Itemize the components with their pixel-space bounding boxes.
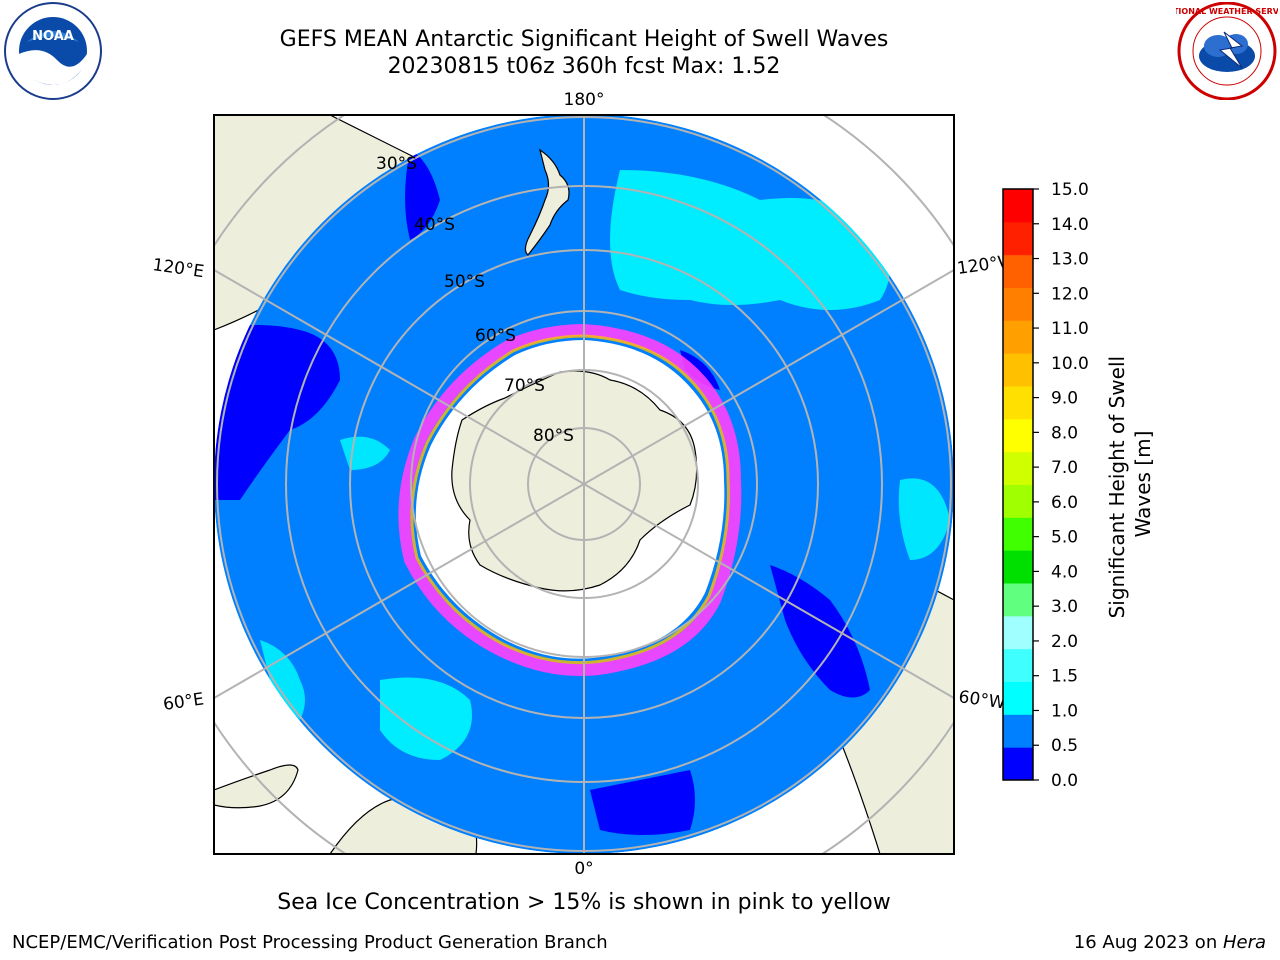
footer-machine: Hera	[1222, 932, 1266, 953]
graticule	[214, 115, 954, 854]
colorbar-tick-label: 7.0	[1051, 458, 1078, 478]
chart-title: GEFS MEAN Antarctic Significant Height o…	[279, 27, 889, 52]
colorbar-segment	[1003, 287, 1033, 321]
lon-label-180: 180°	[564, 90, 605, 110]
colorbar-segment	[1003, 254, 1033, 288]
colorbar-segment	[1003, 386, 1033, 420]
swell-mid-patch-pacific	[610, 170, 890, 310]
lon-label-120e: 120°E	[151, 255, 205, 282]
sea-ice-caption: Sea Ice Concentration > 15% is shown in …	[277, 890, 891, 915]
swell-mid-patch-sw	[260, 640, 305, 720]
colorbar-segment	[1003, 648, 1033, 682]
noaa-logo: NOAA	[4, 2, 102, 100]
swell-low-patch-sa	[770, 565, 870, 698]
colorbar-tick-label: 2.0	[1051, 632, 1078, 652]
lat-label-50s: 50°S	[444, 272, 485, 292]
colorbar-tick-label: 5.0	[1051, 528, 1078, 548]
colorbar-label: Significant Height of Swell Waves [m]	[1105, 350, 1155, 619]
colorbar-segment	[1003, 451, 1033, 485]
colorbar-tick-label: 3.0	[1051, 597, 1078, 617]
chart-subtitle: 20230815 t06z 360h fcst Max: 1.52	[387, 54, 781, 79]
noaa-logo-text: NOAA	[32, 29, 74, 44]
map-frame	[213, 114, 955, 855]
colorbar	[1002, 188, 1034, 781]
colorbar-tick-label: 8.0	[1051, 423, 1078, 443]
land-new-zealand	[524, 148, 570, 256]
colorbar-tick-label: 12.0	[1051, 284, 1089, 304]
lon-label-0: 0°	[574, 859, 593, 879]
swell-low-patch-australia	[405, 150, 440, 240]
colorbar-tick-label: 1.5	[1051, 667, 1078, 687]
colorbar-segment	[1003, 681, 1033, 715]
nws-logo: NATIONAL WEATHER SERVICE	[1176, 2, 1278, 100]
lon-label-60e: 60°E	[162, 689, 205, 714]
colorbar-segment	[1003, 320, 1033, 354]
colorbar-frame	[1002, 188, 1034, 781]
colorbar-segment	[1003, 517, 1033, 551]
sea-ice-edge	[398, 323, 742, 676]
colorbar-segment	[1003, 418, 1033, 453]
colorbar-tick-label: 0.5	[1051, 736, 1078, 756]
colorbar-tick-label: 13.0	[1051, 250, 1089, 270]
colorbar-segment	[1003, 484, 1033, 518]
lon-label-60w: 60°W	[957, 687, 1006, 713]
lat-label-40s: 40°S	[414, 215, 455, 235]
colorbar-tick-label: 14.0	[1051, 215, 1089, 235]
colorbar-tick-label: 10.0	[1051, 354, 1089, 374]
colorbar-segment	[1003, 189, 1033, 223]
lat-label-80s: 80°S	[533, 426, 574, 446]
colorbar-label-line1: Significant Height of Swell	[1105, 356, 1129, 618]
colorbar-tick-label: 11.0	[1051, 319, 1089, 339]
colorbar-tick-label: 4.0	[1051, 562, 1078, 582]
footer-date: 16 Aug 2023 on	[1073, 932, 1223, 953]
swell-low-patch-south	[590, 770, 695, 835]
lat-label-30s: 30°S	[376, 154, 417, 174]
colorbar-ticks: 0.0 0.5 1.0 1.5 2.0 3.0 4.0 5.0 6.0 7.0 8.0 9.0 10.0…	[1033, 180, 1089, 791]
colorbar-tick-label: 9.0	[1051, 389, 1078, 409]
nws-logo-text: NATIONAL WEATHER SERVICE	[1176, 7, 1278, 16]
colorbar-segment	[1003, 747, 1033, 781]
swell-low-patch-ice-ne	[680, 350, 720, 390]
sea-ice-edge-inner	[410, 334, 730, 665]
colorbar-segment	[1003, 714, 1033, 748]
swell-mid-patch-e	[898, 478, 950, 560]
colorbar-segment	[1003, 583, 1033, 617]
footer-left: NCEP/EMC/Verification Post Processing Pr…	[12, 932, 608, 953]
colorbar-segment	[1003, 353, 1033, 387]
swell-mid-patch-indian	[380, 677, 472, 760]
colorbar-tick-label: 6.0	[1051, 493, 1078, 513]
land-antarctica	[451, 370, 698, 592]
footer-right: 16 Aug 2023 on Hera	[1074, 932, 1266, 953]
colorbar-tick-label: 1.0	[1051, 701, 1078, 721]
colorbar-label-line2: Waves [m]	[1131, 431, 1155, 538]
colorbar-segment	[1003, 615, 1033, 650]
colorbar-tick-label: 15.0	[1051, 180, 1089, 200]
lat-label-60s: 60°S	[475, 326, 516, 346]
lat-label-70s: 70°S	[504, 376, 545, 396]
colorbar-segment	[1003, 550, 1033, 584]
colorbar-tick-label: 0.0	[1051, 771, 1078, 791]
colorbar-segment	[1003, 221, 1033, 256]
